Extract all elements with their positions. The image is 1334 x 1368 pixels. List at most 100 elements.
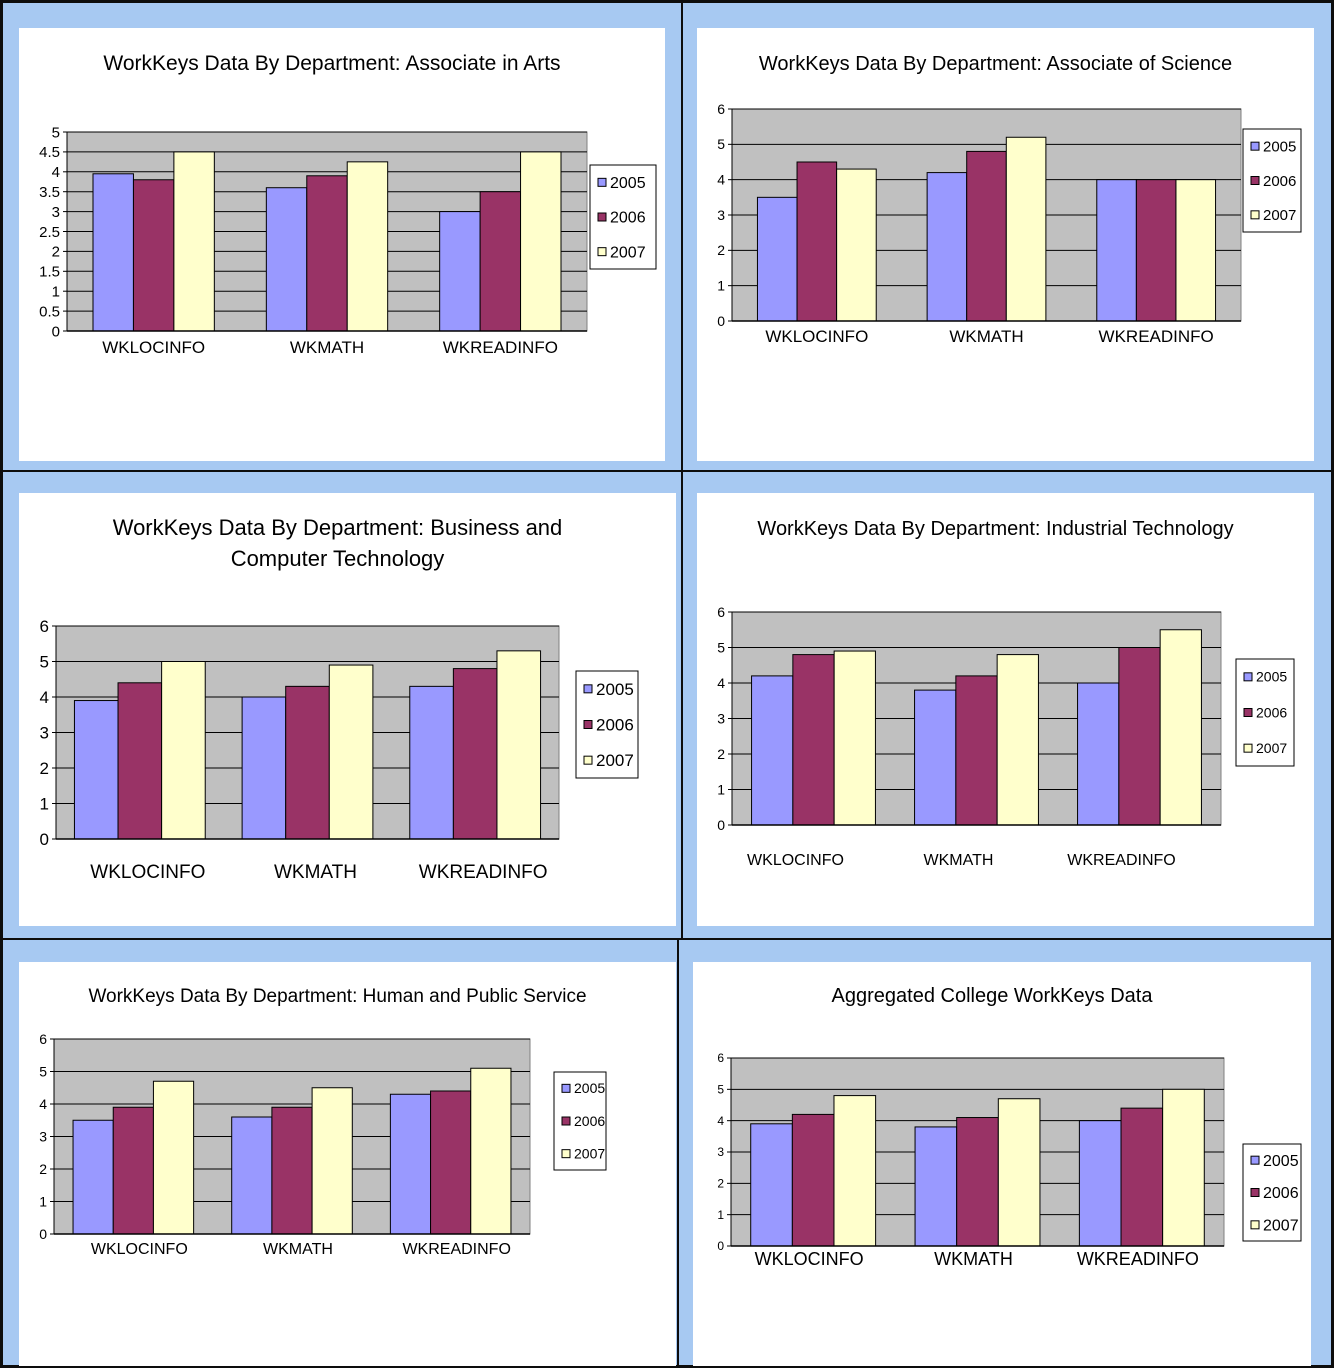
x-tick-label: WKMATH (924, 852, 994, 869)
y-tick-label: 1 (717, 1208, 724, 1222)
chart-title: WorkKeys Data By Department: Associate i… (103, 52, 560, 75)
y-tick-label: 2 (717, 1177, 724, 1191)
bar-wkmath-2007 (328, 664, 374, 840)
bar-wkreadinfo-2006 (479, 191, 522, 332)
y-tick-label: 0 (39, 1226, 47, 1242)
bar-wkreadinfo-2005 (1096, 179, 1137, 322)
y-tick-label: 4 (717, 172, 725, 188)
legend-swatch-2007 (1250, 210, 1260, 220)
legend-swatch-2005 (1243, 672, 1253, 682)
y-tick-label: 5 (39, 1063, 47, 1079)
frame-col-divider-top (681, 0, 683, 472)
legend-swatch-2007 (1250, 1220, 1260, 1230)
bar-wklocinfo-2006 (112, 1106, 154, 1235)
legend-swatch-2005 (597, 177, 607, 187)
chart-title: Aggregated College WorkKeys Data (832, 985, 1154, 1007)
y-tick-label: 1 (40, 794, 49, 813)
y-tick-label: 3 (717, 710, 725, 726)
bar-wklocinfo-2005 (72, 1119, 114, 1235)
legend-swatch-2006 (1243, 708, 1253, 717)
y-tick-label: 6 (717, 604, 725, 620)
bar-wklocinfo-2006 (796, 161, 838, 322)
bar-wkmath-2006 (285, 685, 330, 840)
bar-wkmath-2007 (346, 161, 389, 332)
bar-wklocinfo-2007 (161, 661, 206, 840)
y-tick-label: 6 (39, 1031, 47, 1047)
bar-wkmath-2006 (956, 1117, 999, 1247)
x-tick-label: WKLOCINFO (91, 1241, 188, 1258)
y-tick-label: 4 (717, 1114, 724, 1128)
bar-wklocinfo-2006 (792, 654, 835, 826)
bar-wkreadinfo-2006 (430, 1090, 472, 1235)
x-tick-label: WKMATH (290, 338, 364, 357)
y-tick-label: 0 (717, 817, 725, 833)
chart-svg: Aggregated College WorkKeys Data 0 1 2 3 4 5 6 W… (693, 962, 1311, 1366)
y-tick-label: 2 (717, 746, 725, 762)
chart-title: WorkKeys Data By Department: Industrial … (757, 518, 1233, 540)
bar-wklocinfo-2006 (132, 179, 175, 332)
y-tick-label: 5 (717, 1083, 724, 1097)
chart-svg: WorkKeys Data By Department: Business an… (19, 493, 676, 926)
y-tick-label: 2 (39, 1161, 47, 1177)
y-tick-label: 3 (52, 204, 60, 221)
bar-wkmath-2005 (265, 187, 308, 332)
chart-svg: WorkKeys Data By Department: Associate i… (19, 28, 665, 461)
bar-wkreadinfo-2007 (470, 1067, 512, 1235)
legend-label: 2007 (1256, 740, 1287, 756)
legend-label: 2007 (1263, 1217, 1299, 1234)
y-tick-label: 0 (717, 1239, 724, 1253)
legend-swatch-2006 (597, 212, 607, 222)
y-tick-label: 1 (39, 1193, 47, 1209)
legend-swatch-2005 (1250, 141, 1260, 151)
y-tick-label: 5 (40, 652, 49, 671)
x-tick-label: WKLOCINFO (755, 1249, 864, 1269)
y-tick-label: 6 (717, 101, 725, 117)
x-tick-label: WKREADINFO (1077, 1249, 1199, 1269)
bar-wkreadinfo-2006 (1118, 647, 1161, 826)
x-tick-label: WKREADINFO (1099, 327, 1214, 346)
x-tick-label: WKREADINFO (1067, 852, 1175, 869)
frame-bottom (0, 1365, 1334, 1368)
bar-wkreadinfo-2007 (1159, 629, 1202, 826)
bar-wkreadinfo-2005 (1078, 1120, 1122, 1247)
bar-wkreadinfo-2007 (520, 151, 562, 332)
chart-aggregated-college: Aggregated College WorkKeys Data 0 1 2 3 4 5 6 W… (693, 962, 1311, 1366)
x-tick-label: WKMATH (263, 1241, 333, 1258)
bar-wkreadinfo-2006 (1135, 179, 1177, 322)
x-tick-label: WKLOCINFO (747, 852, 844, 869)
legend-label: 2006 (610, 210, 646, 227)
x-tick-label: WKREADINFO (419, 862, 548, 883)
bar-wkmath-2005 (926, 172, 968, 322)
y-tick-label: 4 (52, 164, 60, 181)
chart-human-public-service: WorkKeys Data By Department: Human and P… (19, 962, 676, 1366)
legend-label: 2006 (1263, 1185, 1299, 1202)
x-tick-label: WKMATH (274, 862, 357, 883)
legend-label: 2006 (596, 715, 634, 734)
bar-wkreadinfo-2006 (1120, 1107, 1164, 1247)
x-tick-label: WKMATH (949, 327, 1023, 346)
y-tick-label: 1 (717, 278, 725, 294)
bar-wkmath-2005 (914, 689, 957, 826)
legend-label: 2006 (1256, 704, 1287, 720)
chart-svg: WorkKeys Data By Department: Associate o… (697, 28, 1314, 461)
bar-wkmath-2005 (241, 696, 287, 840)
x-tick-label: WKREADINFO (402, 1241, 510, 1258)
y-tick-label: 5 (717, 639, 725, 655)
y-tick-label: 2 (717, 242, 725, 258)
legend-label: 2005 (1263, 138, 1296, 155)
legend-swatch-2007 (597, 247, 607, 257)
y-tick-label: 4 (40, 688, 49, 707)
x-tick-label: WKMATH (934, 1249, 1013, 1269)
bar-wkreadinfo-2005 (409, 685, 454, 840)
bar-wklocinfo-2005 (750, 1123, 793, 1247)
legend-label: 2005 (610, 175, 646, 192)
legend-label: 2005 (1256, 669, 1287, 685)
bar-wkmath-2006 (955, 675, 998, 826)
bar-wkmath-2006 (966, 150, 1007, 322)
legend-swatch-2005 (1250, 1155, 1260, 1165)
bar-wkreadinfo-2005 (389, 1093, 432, 1235)
bar-wkreadinfo-2007 (1175, 179, 1217, 322)
frame-row-divider-1 (0, 470, 1334, 472)
x-tick-label: WKLOCINFO (102, 338, 205, 357)
bar-wkreadinfo-2005 (1077, 682, 1120, 826)
